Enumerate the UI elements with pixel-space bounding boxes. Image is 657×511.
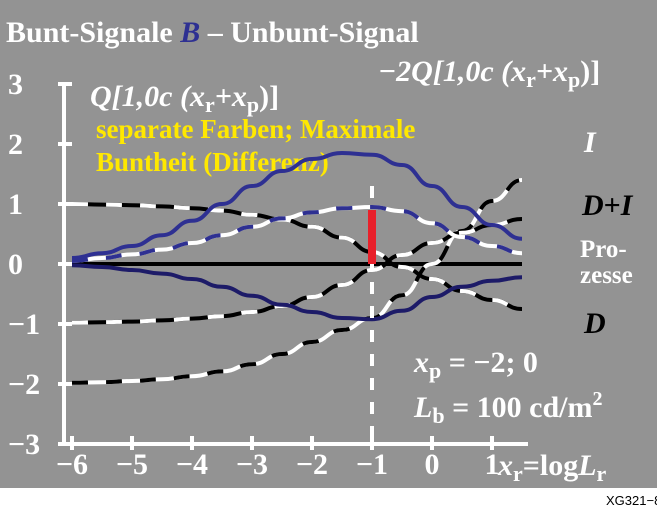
series-layer (71, 150, 523, 385)
x-tick-label: −3 (236, 448, 268, 481)
chart-background (0, 0, 657, 488)
param-lb: Lb = 100 cd/m2 (413, 388, 603, 428)
series-d-plus-i-dashes (71, 217, 523, 325)
chart-title: Bunt-Signale B – Unbunt-Signal (6, 16, 419, 49)
label-prozesse-line-2: zesse (580, 262, 633, 289)
y-tick-label: −3 (8, 428, 40, 461)
curve-label-d: D (583, 307, 606, 340)
y-tick-label: 2 (8, 128, 23, 161)
series-blue-upper (71, 150, 523, 260)
label-prozesse-line-1: Pro- (580, 236, 627, 263)
curve-label-d-plus-i: D+I (581, 189, 634, 222)
annotation-line-2: Buntheit (Differenz) (96, 147, 329, 177)
x-tick-label: −2 (296, 448, 328, 481)
series-i-dashes (71, 178, 523, 385)
x-tick-labels: −6 −5 −4 −3 −2 −1 0 1 (56, 448, 500, 481)
x-tick-label: −5 (116, 448, 148, 481)
x-tick-label: −6 (56, 448, 88, 481)
x-tick-label: 1 (485, 448, 500, 481)
annotation-line-1: separate Farben; Maximale (96, 114, 415, 144)
y-tick-label: 3 (8, 68, 23, 101)
y-tick-label: −1 (8, 308, 40, 341)
curve-label-i: I (583, 126, 597, 159)
axes (58, 82, 528, 450)
x-axis-label: xr=logLr (497, 449, 607, 486)
x-tick-label: −1 (356, 448, 388, 481)
formula-label-2q: −2Q[1,0c (xr+xp)] (378, 55, 600, 92)
x-tick-label: 0 (425, 448, 440, 481)
y-tick-label: 0 (8, 248, 23, 281)
figure-code: XG321−8 (606, 493, 657, 508)
series-blue-lower (71, 263, 523, 322)
y-tick-label: 1 (8, 188, 23, 221)
param-xp: xp = −2; 0 (413, 346, 538, 383)
series-blue-dashed-dashes (71, 204, 523, 263)
x-tick-label: −4 (176, 448, 208, 481)
formula-label-q: Q[1,0c (xr+xp)] (90, 80, 279, 117)
y-tick-labels: 3 2 1 0 −1 −2 −3 (8, 68, 40, 461)
series-d-dashes (71, 202, 523, 311)
y-tick-label: −2 (8, 368, 40, 401)
